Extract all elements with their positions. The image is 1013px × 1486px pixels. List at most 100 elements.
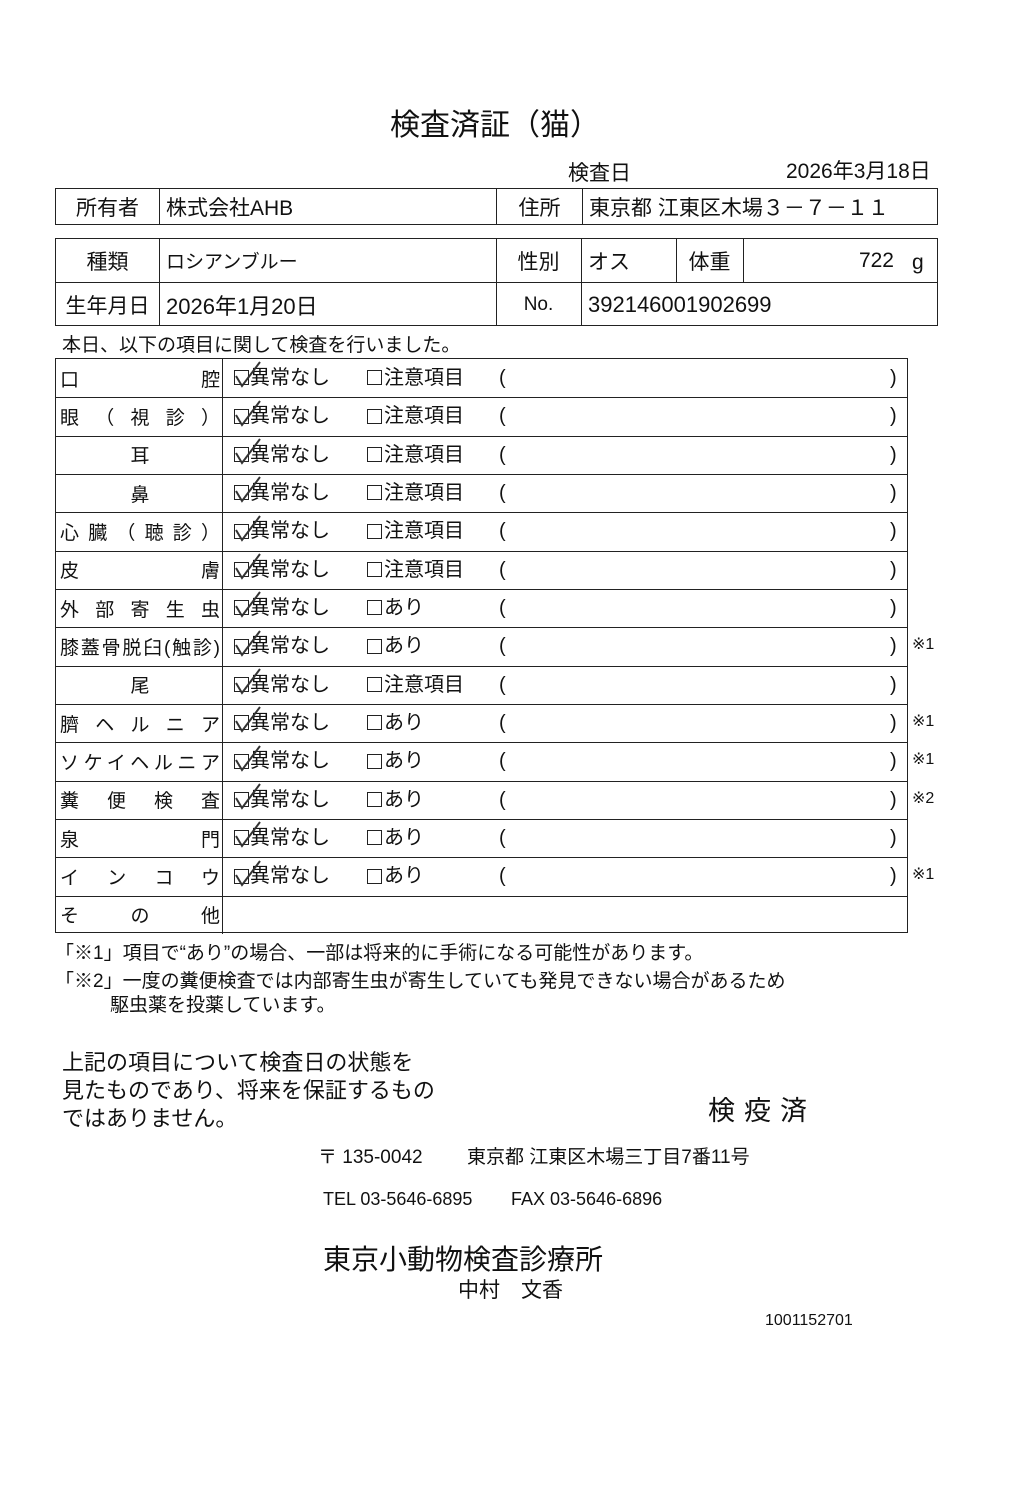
row-line <box>56 397 907 399</box>
other-label: あり <box>384 712 424 734</box>
exam-date: 2026年3月18日 <box>786 160 931 183</box>
paren-open: ( <box>499 750 506 773</box>
pet-table: 種類 ロシアンブルー 性別 オス 体重 722 g 生年月日 2026年1月20… <box>55 238 938 326</box>
check-mark <box>235 438 261 465</box>
disclaimer: 上記の項目について検査日の状態を <box>62 1050 414 1075</box>
item-cell: インコウ <box>60 857 220 895</box>
paren-close: ) <box>890 558 897 581</box>
row-line <box>56 589 907 590</box>
normal-label: 異常なし <box>250 827 330 849</box>
paren-open: ( <box>499 367 506 389</box>
check-mark <box>235 553 261 580</box>
item-cell: 糞便検査 <box>60 781 220 819</box>
normal-label: 異常なし <box>250 520 330 543</box>
col-line <box>222 742 223 781</box>
birth-label: 生年月日 <box>65 294 150 318</box>
postal-code: 〒 135-0042 <box>318 1147 423 1168</box>
col-line <box>222 780 223 819</box>
paren-open: ( <box>499 443 506 466</box>
checkbox <box>367 715 382 731</box>
title: 検査済証（猫） <box>390 109 600 142</box>
paren-close: ) <box>890 750 897 773</box>
paren-close: ) <box>890 673 897 696</box>
check-mark <box>235 399 261 427</box>
weight-label: 体重 <box>688 250 731 274</box>
check-mark <box>235 629 261 657</box>
other-label: 注意項目 <box>384 405 464 428</box>
paren-open: ( <box>499 482 506 504</box>
paren-open: ( <box>499 635 506 658</box>
no-label: No. <box>523 293 554 315</box>
other-label: 注意項目 <box>384 443 464 466</box>
other-label: あり <box>384 865 424 888</box>
checkbox <box>367 638 382 654</box>
item-cell: 心臓（聴診） <box>60 512 220 550</box>
other-label: あり <box>384 635 424 658</box>
weight: 722 <box>858 248 894 272</box>
paren-close: ) <box>890 482 897 504</box>
row-line <box>56 665 907 667</box>
row-line <box>56 627 907 629</box>
check-mark <box>235 668 261 695</box>
check-mark <box>235 361 261 388</box>
item-label: 臍ヘルニア <box>60 714 220 736</box>
paren-open: ( <box>499 597 506 619</box>
item-label: インコウ <box>60 867 220 889</box>
check-mark <box>235 591 261 618</box>
weight-unit: g <box>912 250 924 274</box>
checkbox <box>367 370 382 386</box>
item-label: 耳 <box>130 446 150 468</box>
col-line <box>222 627 223 666</box>
col-line <box>222 665 223 704</box>
row-line <box>56 512 907 514</box>
item-cell: 膝蓋骨脱臼(触診) <box>60 627 220 665</box>
col-line <box>222 359 223 398</box>
note-mark: ※1 <box>912 713 935 730</box>
col-line <box>222 474 223 513</box>
paren-close: ) <box>890 597 897 619</box>
checkbox <box>367 408 382 424</box>
other-label: 注意項目 <box>384 367 464 389</box>
footnote: 「※2」一度の糞便検査では内部寄生虫が寄生していても発見できない場合があるため <box>55 971 786 992</box>
address: 東京都 江東区木場３－７－１１ <box>589 196 889 220</box>
item-label: 糞便検査 <box>60 791 220 813</box>
paren-close: ) <box>890 827 897 849</box>
paren-close: ) <box>890 520 897 543</box>
paren-close: ) <box>890 712 897 734</box>
normal-label: 異常なし <box>250 788 330 811</box>
normal-label: 異常なし <box>250 673 330 696</box>
row-line <box>56 435 907 437</box>
paren-open: ( <box>499 712 506 734</box>
col-line <box>222 397 223 436</box>
address-label: 住所 <box>496 189 583 224</box>
other-label: あり <box>384 827 424 849</box>
col-line <box>222 435 223 474</box>
col-line <box>222 550 223 589</box>
disclaimer: 見たものであり、将来を保証するもの <box>62 1078 435 1103</box>
clinic-fax: FAX 03-5646-6896 <box>511 1189 663 1209</box>
normal-label: 異常なし <box>250 750 330 773</box>
paren-close: ) <box>890 367 897 389</box>
paren-open: ( <box>499 788 506 811</box>
row-line <box>56 857 907 859</box>
paren-close: ) <box>890 405 897 428</box>
checkbox <box>367 600 382 616</box>
item-cell: 眼（視診） <box>60 397 220 435</box>
checkbox <box>367 446 382 462</box>
item-label: その他 <box>60 906 220 928</box>
clinic-tel: TEL 03-5646-6895 <box>323 1189 473 1209</box>
item-label: 心臓（聴診） <box>60 522 220 544</box>
item-cell: 皮膚 <box>60 551 220 589</box>
stamp: 検疫済 <box>708 1096 816 1126</box>
sex: オス <box>588 250 630 274</box>
owner-label: 所有者 <box>56 189 160 224</box>
checkbox <box>367 830 382 846</box>
row-line <box>56 780 907 782</box>
checkbox <box>367 791 382 807</box>
row-line <box>56 474 907 475</box>
checkbox <box>367 485 382 501</box>
paren-open: ( <box>499 865 506 888</box>
breed: ロシアンブルー <box>166 252 298 273</box>
col-line <box>222 857 223 896</box>
note-mark: ※1 <box>912 751 935 769</box>
